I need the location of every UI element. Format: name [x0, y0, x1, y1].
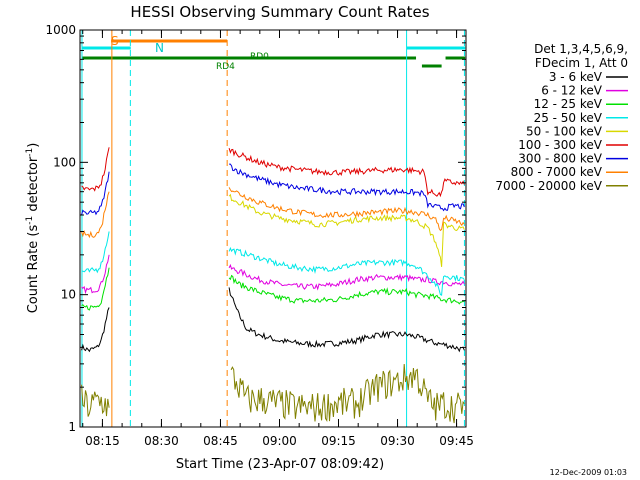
y-axis-label-mid: detector — [26, 156, 41, 216]
y-axis-label-sup1: -1 — [25, 216, 35, 225]
series-7 — [81, 187, 465, 239]
series-line-0-0 — [81, 307, 110, 353]
chart-title: HESSI Observing Summary Count Rates — [130, 3, 429, 21]
y-tick-label: 1 — [68, 420, 76, 434]
series-1 — [81, 254, 465, 295]
series-line-6-0 — [81, 171, 110, 216]
legend-header-1: Det 1,3,4,5,6,9, — [534, 42, 628, 56]
legend-label-4: 50 - 100 keV — [526, 124, 603, 138]
flag-label-saa: S — [111, 34, 119, 48]
y-tick-label: 100 — [53, 155, 76, 169]
x-tick-label: 08:30 — [144, 434, 179, 448]
flag-label-rd4: RD4 — [216, 62, 235, 72]
series-4 — [228, 193, 465, 267]
series-line-2-1 — [228, 274, 465, 305]
y-tick-label: 10 — [61, 288, 76, 302]
series-line-8-1 — [230, 363, 465, 424]
legend-label-6: 300 - 800 keV — [518, 152, 602, 166]
x-tick-label: 09:00 — [262, 434, 297, 448]
series-line-4-0 — [228, 193, 465, 267]
series-line-6-1 — [229, 163, 465, 212]
y-axis-label: Count Rate (s-1 detector-1) — [25, 143, 41, 314]
series-line-5-1 — [228, 147, 465, 198]
series-5 — [81, 147, 465, 198]
y-axis-label-sup2: -1 — [25, 148, 35, 157]
series-lines — [81, 147, 465, 424]
x-tick-label: 09:15 — [321, 434, 356, 448]
series-line-3-0 — [81, 231, 110, 274]
legend-label-1: 6 - 12 keV — [541, 84, 603, 98]
x-tick-label: 09:30 — [380, 434, 415, 448]
series-line-5-0 — [81, 147, 110, 192]
plot-frame — [79, 29, 467, 428]
series-2 — [81, 267, 465, 311]
legend-label-2: 12 - 25 keV — [534, 97, 603, 111]
footer-timestamp: 12-Dec-2009 01:03 — [550, 468, 627, 477]
legend-label-7: 800 - 7000 keV — [511, 165, 603, 179]
vertical-markers — [81, 30, 465, 427]
series-line-3-1 — [228, 246, 465, 296]
series-line-0-1 — [228, 287, 465, 353]
legend-label-0: 3 - 6 keV — [549, 70, 603, 84]
series-3 — [81, 231, 465, 296]
series-line-2-0 — [81, 267, 110, 311]
series-8 — [81, 363, 465, 424]
series-6 — [81, 163, 465, 216]
series-line-7-1 — [228, 187, 465, 232]
series-0 — [81, 287, 465, 353]
legend-label-5: 100 - 300 keV — [518, 138, 602, 152]
legend: Det 1,3,4,5,6,9, FDecim 1, Att 0 3 - 6 k… — [495, 42, 628, 193]
y-tick-label: 1000 — [45, 23, 76, 37]
legend-header-2: FDecim 1, Att 0 — [535, 56, 628, 70]
series-line-8-0 — [81, 384, 110, 417]
flag-bars — [81, 39, 466, 68]
y-axis-label-main: Count Rate (s — [26, 225, 41, 314]
series-line-1-0 — [81, 254, 110, 295]
y-axis-label-end: ) — [26, 143, 41, 148]
legend-label-8: 7000 - 20000 keV — [495, 179, 602, 193]
x-axis-label: Start Time (23-Apr-07 08:09:42) — [176, 457, 384, 472]
series-line-1-1 — [228, 263, 465, 291]
x-tick-label: 09:45 — [439, 434, 474, 448]
series-line-7-0 — [81, 191, 110, 239]
x-tick-label: 08:15 — [85, 434, 120, 448]
x-tick-label: 08:45 — [203, 434, 238, 448]
flag-label-rd0: RD0 — [250, 52, 269, 62]
axis-ticks: 1 10 100 1000 08:15 08:30 08:45 09:00 09:15 09:30… — [45, 23, 473, 448]
legend-label-3: 25 - 50 keV — [534, 111, 603, 125]
flag-label-night: N — [155, 41, 164, 55]
